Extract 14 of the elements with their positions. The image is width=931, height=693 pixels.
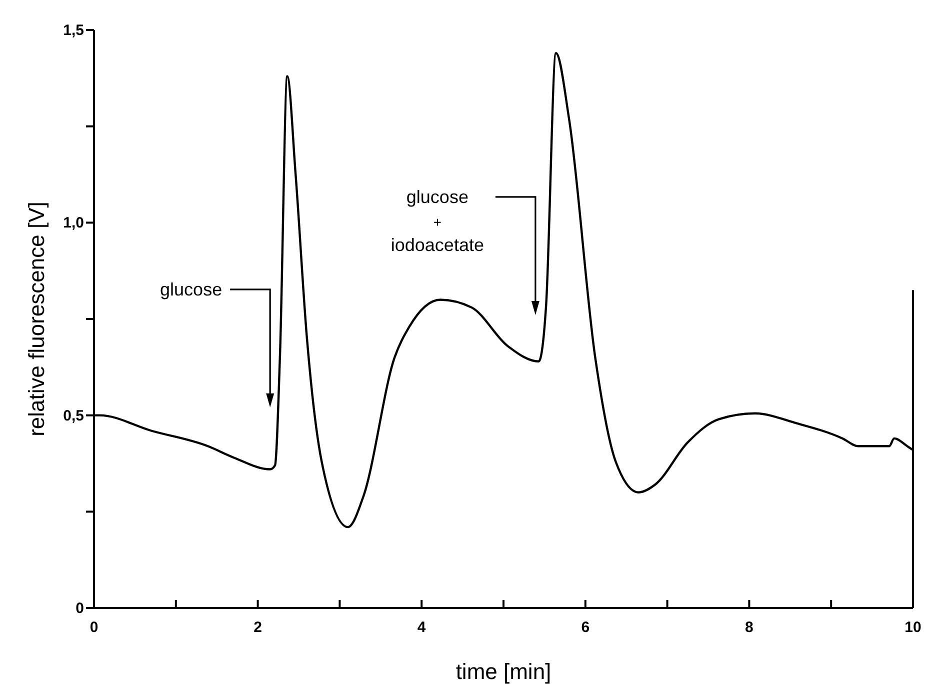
y-tick-label: 1,0 — [63, 214, 84, 232]
x-tick-label: 0 — [90, 619, 98, 636]
x-tick-label: 2 — [254, 619, 262, 636]
y-axis-title: relative fluorescence [V] — [24, 202, 49, 436]
annotation: glucose — [160, 279, 222, 300]
x-tick-label: 8 — [745, 619, 754, 636]
x-tick-label: 4 — [417, 619, 426, 636]
annotation: glucose + iodoacetate — [390, 186, 484, 255]
x-axis-title: time [min] — [456, 659, 552, 684]
y-tick-label: 0 — [76, 600, 84, 617]
y-tick-label: 1,5 — [63, 22, 84, 39]
x-tick-label: 10 — [904, 619, 922, 636]
y-tick-label: 0,5 — [63, 407, 84, 424]
x-tick-label: 6 — [581, 619, 590, 636]
